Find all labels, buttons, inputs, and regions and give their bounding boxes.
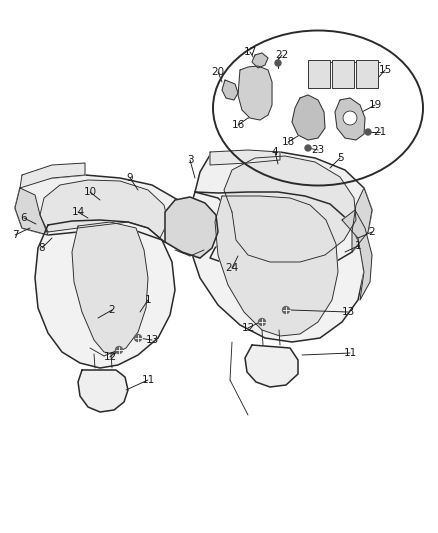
Text: 12: 12 (241, 323, 254, 333)
Circle shape (275, 60, 281, 66)
Polygon shape (15, 188, 48, 235)
Polygon shape (224, 156, 356, 262)
Polygon shape (195, 152, 372, 274)
Text: 13: 13 (145, 335, 159, 345)
Bar (356, 60, 378, 88)
Circle shape (116, 346, 123, 353)
Polygon shape (215, 196, 338, 336)
Text: 11: 11 (343, 348, 357, 358)
Text: 9: 9 (127, 173, 133, 183)
Text: 17: 17 (244, 47, 257, 57)
Text: 13: 13 (341, 307, 355, 317)
Text: 2: 2 (109, 305, 115, 315)
Polygon shape (352, 188, 372, 252)
Polygon shape (35, 220, 175, 368)
Text: 1: 1 (145, 295, 151, 305)
Text: 16: 16 (231, 120, 245, 130)
Polygon shape (335, 98, 365, 140)
Polygon shape (15, 175, 206, 258)
Polygon shape (72, 222, 148, 354)
Polygon shape (210, 150, 280, 165)
Text: 22: 22 (276, 50, 289, 60)
Text: 8: 8 (39, 243, 45, 253)
Polygon shape (40, 180, 168, 238)
Polygon shape (292, 95, 325, 140)
Text: 7: 7 (12, 230, 18, 240)
Polygon shape (222, 80, 238, 100)
Text: 23: 23 (311, 145, 325, 155)
Circle shape (134, 335, 141, 342)
Circle shape (258, 319, 265, 326)
Text: 18: 18 (281, 137, 295, 147)
Text: 5: 5 (337, 153, 343, 163)
Polygon shape (20, 163, 85, 188)
Text: 1: 1 (355, 241, 361, 251)
Polygon shape (78, 370, 128, 412)
Circle shape (305, 145, 311, 151)
Text: 15: 15 (378, 65, 392, 75)
Polygon shape (188, 192, 364, 342)
Polygon shape (252, 53, 268, 68)
Bar (332, 60, 354, 88)
Polygon shape (238, 66, 272, 120)
Text: 21: 21 (373, 127, 387, 137)
Text: 3: 3 (187, 155, 193, 165)
Polygon shape (245, 345, 298, 387)
Text: 10: 10 (83, 187, 96, 197)
Polygon shape (342, 210, 372, 300)
Text: 11: 11 (141, 375, 155, 385)
Text: 12: 12 (103, 352, 117, 362)
Text: 2: 2 (369, 227, 375, 237)
Bar (308, 60, 330, 88)
Polygon shape (165, 197, 218, 258)
Text: 4: 4 (272, 147, 278, 157)
Circle shape (283, 306, 290, 313)
Circle shape (365, 129, 371, 135)
Text: 6: 6 (21, 213, 27, 223)
Circle shape (343, 111, 357, 125)
Text: 19: 19 (368, 100, 381, 110)
Text: 20: 20 (212, 67, 225, 77)
Text: 24: 24 (226, 263, 239, 273)
Text: 14: 14 (71, 207, 85, 217)
